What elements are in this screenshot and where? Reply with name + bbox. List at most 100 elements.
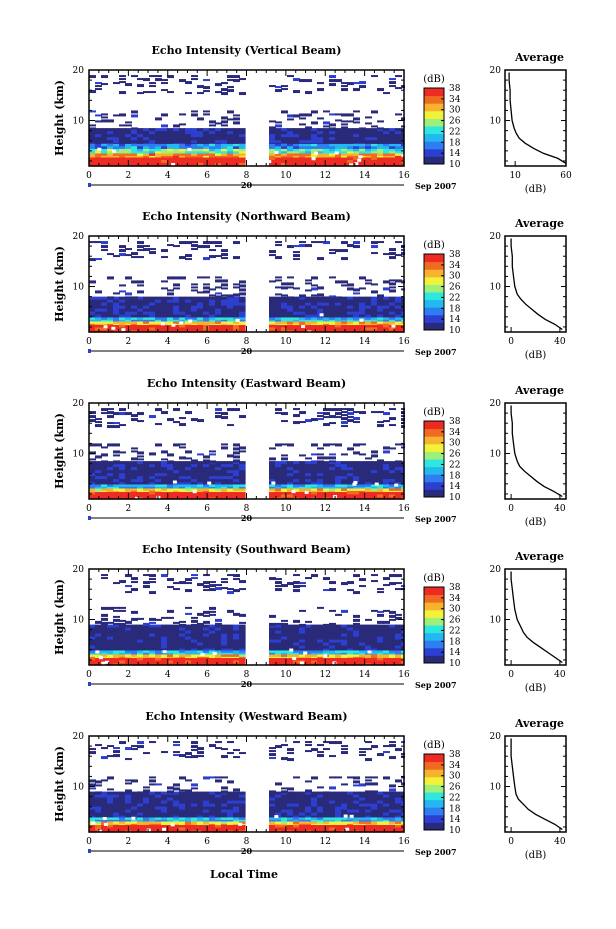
heatmap-cell xyxy=(305,476,312,480)
heatmap-cell xyxy=(143,155,150,158)
heatmap-cell xyxy=(209,627,216,632)
heatmap-cell xyxy=(293,652,300,655)
heatmap-cell xyxy=(131,815,138,818)
heatmap-cells xyxy=(89,75,406,167)
heatmap-cell xyxy=(89,470,96,474)
heatmap-cell xyxy=(161,630,168,635)
heatmap-cell xyxy=(161,464,168,468)
heatmap-cell xyxy=(335,642,342,647)
heatmap-cell xyxy=(167,648,174,651)
heatmap-cell xyxy=(89,146,96,149)
heatmap-cell xyxy=(131,414,138,418)
heatmap-cell xyxy=(227,305,234,310)
heatmap-cell xyxy=(377,649,384,654)
heatmap-cell xyxy=(335,473,342,477)
heatmap-cell xyxy=(395,473,402,477)
heatmap-cell xyxy=(203,827,210,832)
heatmap-cell xyxy=(167,827,174,832)
heatmap-cell xyxy=(155,461,162,465)
heatmap-cell xyxy=(89,128,96,132)
heatmap-cell xyxy=(197,479,204,483)
heatmap-cell xyxy=(89,280,96,284)
heatmap-cell xyxy=(383,483,390,488)
heatmap-cell xyxy=(353,151,360,154)
heatmap-cell xyxy=(185,302,192,307)
heatmap-cell xyxy=(233,809,240,814)
heatmap-cell xyxy=(89,797,96,802)
average-y-tick-label: 10 xyxy=(490,450,502,460)
heatmap-cell xyxy=(209,143,216,144)
heatmap-cell xyxy=(89,809,96,814)
heatmap-cell xyxy=(149,633,156,638)
heatmap-cell xyxy=(365,487,372,492)
heatmap-cell xyxy=(227,609,234,613)
heatmap-cell xyxy=(143,128,150,132)
heatmap-cell xyxy=(191,283,198,286)
heatmap-cell xyxy=(323,473,330,477)
heatmap-cell xyxy=(401,151,405,154)
heatmap-cell xyxy=(203,823,210,826)
heatmap-cell xyxy=(221,156,228,161)
heatmap-cell xyxy=(299,464,306,468)
heatmap-cell xyxy=(359,648,366,651)
heatmap-cell xyxy=(371,639,378,644)
heatmap-cell xyxy=(305,155,312,158)
heatmap-cell xyxy=(287,467,294,471)
heatmap-cell xyxy=(197,490,204,493)
heatmap-cell xyxy=(239,152,246,157)
heatmap-cell xyxy=(371,823,378,826)
heatmap-cell xyxy=(383,609,390,612)
heatmap-cell xyxy=(353,417,360,421)
heatmap-cell xyxy=(173,305,180,310)
heatmap-cell xyxy=(173,621,180,624)
heatmap-cell xyxy=(341,128,348,132)
heatmap-cell xyxy=(341,820,348,825)
heatmap-cell xyxy=(305,636,312,641)
heatmap-cell xyxy=(113,652,120,655)
heatmap-cell xyxy=(299,649,306,654)
heatmap-cell xyxy=(269,627,276,632)
heatmap-cell xyxy=(389,574,396,578)
heatmap-cell xyxy=(215,824,222,829)
heatmap-cell xyxy=(221,815,228,818)
heatmap-cell xyxy=(329,308,336,313)
heatmap-cell xyxy=(317,128,324,132)
heatmap-cell xyxy=(227,649,234,654)
heatmap-cell xyxy=(353,487,360,492)
heatmap-cell xyxy=(173,487,180,492)
heatmap-cell xyxy=(359,483,366,488)
heatmap-cell xyxy=(101,800,108,805)
heatmap-cell xyxy=(137,155,144,158)
heatmap-cell xyxy=(125,412,132,416)
heatmap-cell xyxy=(359,633,366,638)
colorbar-tick-label: 34 xyxy=(449,594,461,604)
heatmap-cell xyxy=(191,162,198,167)
heatmap-cell xyxy=(137,479,144,483)
heatmap-cell xyxy=(131,648,138,651)
heatmap-cell xyxy=(401,446,405,449)
heatmap-cell xyxy=(341,241,348,245)
heatmap-cell xyxy=(383,823,390,826)
heatmap-cell xyxy=(353,296,360,301)
heatmap-cell xyxy=(395,151,402,154)
heatmap-cell xyxy=(317,624,324,629)
heatmap-cell xyxy=(143,487,150,492)
heatmap-cell xyxy=(395,482,402,485)
heatmap-cell xyxy=(391,324,396,328)
colorbar-tick-label: 30 xyxy=(449,106,461,116)
heatmap-cell xyxy=(269,660,276,665)
heatmap-cell xyxy=(191,574,198,577)
heatmap-cell xyxy=(197,117,204,121)
heatmap-cell xyxy=(209,131,216,135)
heatmap-cell xyxy=(233,578,240,581)
heatmap-cell xyxy=(143,319,150,322)
heatmap-cell xyxy=(209,487,216,492)
heatmap-cell xyxy=(215,627,222,632)
heatmap-cell xyxy=(179,134,186,138)
heatmap-cell xyxy=(365,824,372,829)
heatmap-cell xyxy=(107,642,114,647)
heatmap-cell xyxy=(275,479,282,483)
heatmap-cell xyxy=(215,276,222,279)
